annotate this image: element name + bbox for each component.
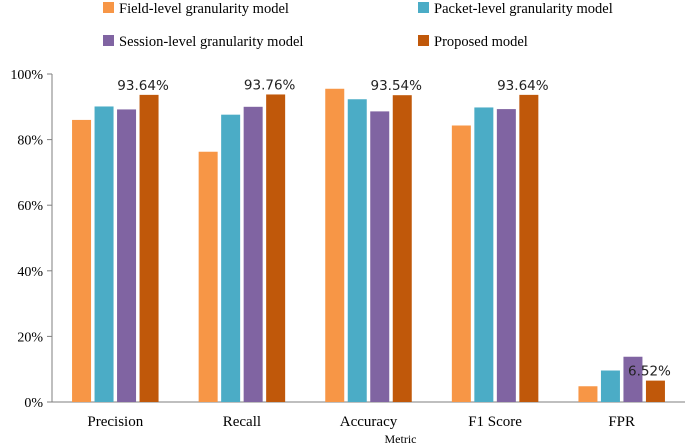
bar-session-level-granularity-model-precision (117, 109, 137, 402)
x-tick-label-fpr: FPR (608, 414, 635, 430)
bar-session-level-granularity-model-recall (243, 106, 263, 403)
bar-field-level-granularity-model-accuracy (325, 88, 345, 402)
y-tick-label: 40% (17, 265, 43, 280)
y-axis: 0% 20% 40% 60% 80% 100% (10, 68, 53, 411)
legend-label-session-level-granularity-model: Session-level granularity model (119, 34, 303, 50)
legend-swatch-proposed-model (418, 35, 429, 46)
y-tick-label: 20% (17, 330, 43, 345)
data-label-fpr: 6.52% (628, 364, 671, 380)
legend: Field-level granularity model Packet-leve… (103, 1, 613, 50)
y-tick-label: 100% (10, 68, 43, 83)
x-axis-title: Metric (385, 432, 417, 446)
data-label-precision: 93.64% (117, 78, 169, 94)
data-labels: 93.64% 93.76% 93.54% 93.64% 6.52% (117, 77, 671, 379)
x-axis: Precision Recall Accuracy F1 Score FPR Metric (52, 401, 685, 446)
legend-label-proposed-model: Proposed model (434, 34, 528, 50)
legend-label-field-level-granularity-model: Field-level granularity model (119, 1, 289, 17)
bar-session-level-granularity-model-accuracy (370, 111, 390, 402)
data-label-f1-score: 93.64% (497, 78, 549, 94)
y-tick-label: 80% (17, 134, 43, 149)
bar-session-level-granularity-model-f1-score (496, 109, 516, 402)
bar-proposed-model-fpr (645, 380, 665, 402)
bar-packet-level-granularity-model-fpr (600, 370, 620, 402)
bar-packet-level-granularity-model-f1-score (474, 107, 494, 403)
data-label-accuracy: 93.54% (371, 78, 423, 94)
legend-swatch-field-level-granularity-model (103, 2, 114, 13)
bar-field-level-granularity-model-fpr (578, 386, 598, 402)
bar-session-level-granularity-model-fpr (623, 356, 643, 402)
x-tick-label-f1-score: F1 Score (468, 414, 522, 430)
bar-field-level-granularity-model-recall (198, 151, 218, 402)
bar-proposed-model-f1-score (519, 94, 539, 402)
legend-swatch-session-level-granularity-model (103, 35, 114, 46)
legend-label-packet-level-granularity-model: Packet-level granularity model (434, 1, 613, 17)
legend-swatch-packet-level-granularity-model (418, 2, 429, 13)
x-tick-label-accuracy: Accuracy (340, 414, 398, 430)
bar-packet-level-granularity-model-precision (94, 106, 114, 403)
bar-field-level-granularity-model-f1-score (451, 125, 471, 402)
bar-field-level-granularity-model-precision (72, 119, 92, 403)
bar-proposed-model-accuracy (392, 95, 412, 403)
bar-packet-level-granularity-model-accuracy (347, 99, 367, 403)
bar-proposed-model-precision (139, 94, 159, 402)
y-tick-label: 60% (17, 199, 43, 214)
x-tick-label-recall: Recall (223, 414, 261, 430)
bar-proposed-model-recall (266, 94, 286, 403)
bar-packet-level-granularity-model-recall (221, 114, 241, 402)
x-tick-label-precision: Precision (87, 414, 143, 430)
data-label-recall: 93.76% (244, 77, 296, 93)
bars (72, 88, 665, 403)
y-tick-label: 0% (24, 396, 43, 411)
